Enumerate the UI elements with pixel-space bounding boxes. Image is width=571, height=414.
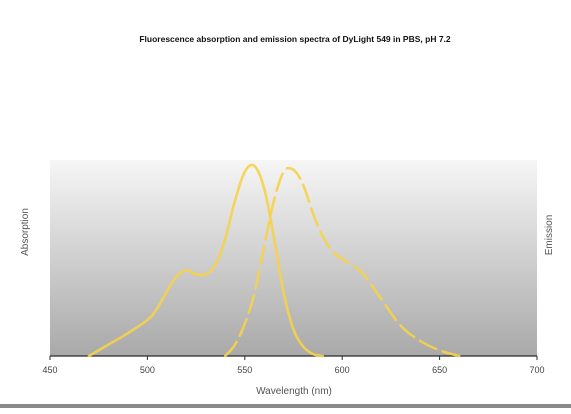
bottom-divider (0, 404, 571, 408)
x-tick-label: 650 (432, 365, 447, 375)
x-tick-label: 450 (42, 365, 57, 375)
absorption-curve (87, 163, 324, 358)
plot-background (50, 160, 537, 356)
x-tick-label: 600 (335, 365, 350, 375)
y-axis-label-emission: Emission (544, 215, 555, 256)
y-axis-label-absorption: Absorption (20, 208, 31, 256)
x-tick-label: 550 (237, 365, 252, 375)
plot-area (87, 163, 461, 358)
x-axis-ticks: 450 500 550 600 650 700 (42, 356, 545, 375)
x-axis-label: Wavelength (nm) (256, 386, 332, 397)
x-tick-label: 700 (529, 365, 544, 375)
emission-curve (224, 166, 461, 358)
x-tick-label: 500 (140, 365, 155, 375)
chart-title: Fluorescence absorption and emission spe… (139, 34, 451, 44)
